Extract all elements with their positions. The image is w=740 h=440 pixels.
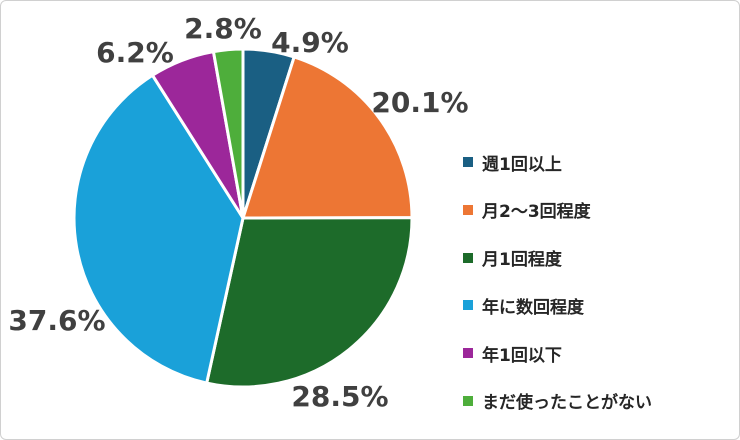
pie-data-labels: 4.9% 20.1% 28.5% 37.6% 6.2% 2.8% — [8, 12, 468, 413]
legend-swatch — [463, 395, 473, 406]
legend-label: 年に数回程度 — [482, 297, 584, 318]
data-label-monthly: 28.5% — [291, 380, 388, 413]
legend-swatch — [463, 252, 473, 263]
legend-item-yearly-or-less: 年1回以下 — [463, 343, 652, 366]
pie-slice-monthly — [205, 216, 414, 389]
data-label-never-used: 2.8% — [184, 12, 262, 45]
pie-slices — [72, 47, 414, 389]
legend-label: 年1回以下 — [482, 345, 562, 366]
data-label-yearly-or-less: 6.2% — [96, 36, 174, 69]
legend-label: 月2～3回程度 — [482, 202, 591, 223]
data-label-2-3-per-month: 20.1% — [371, 86, 468, 119]
legend: 週1回以上 月2～3回程度 月1回程度 年に数回程度 年1回以下 まだ使ったこと… — [463, 152, 652, 439]
legend-swatch — [463, 204, 473, 215]
legend-item-2-3-per-month: 月2～3回程度 — [463, 200, 652, 223]
data-label-weekly: 4.9% — [271, 26, 349, 59]
legend-swatch — [463, 348, 473, 359]
legend-item-weekly: 週1回以上 — [463, 152, 652, 175]
legend-swatch — [463, 157, 473, 167]
legend-item-few-per-year: 年に数回程度 — [463, 295, 652, 318]
data-label-few-per-year: 37.6% — [8, 304, 105, 337]
legend-label: まだ使ったことがない — [482, 393, 652, 414]
legend-item-monthly: 月1回程度 — [463, 248, 652, 271]
legend-label: 週1回以上 — [482, 154, 562, 175]
legend-item-never-used: まだ使ったことがない — [463, 391, 652, 414]
legend-swatch — [463, 300, 473, 311]
pie-slice-never-used — [211, 47, 245, 220]
legend-label: 月1回程度 — [482, 250, 562, 271]
pie-slice-2-3-per-month — [241, 55, 414, 220]
